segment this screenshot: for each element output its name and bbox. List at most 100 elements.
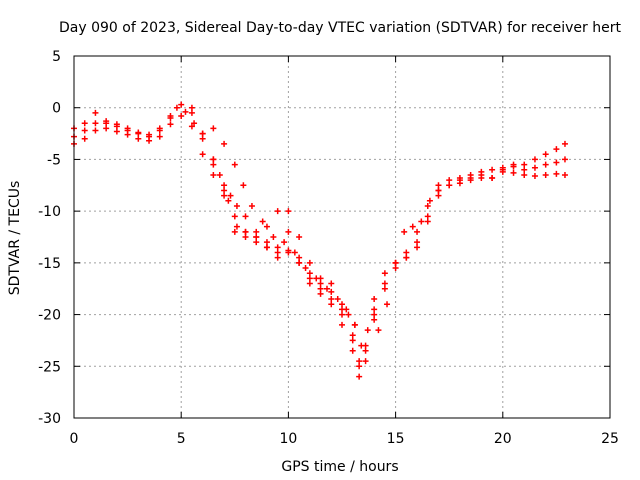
x-tick-label: 5 bbox=[177, 431, 186, 447]
data-point bbox=[339, 301, 345, 308]
data-point bbox=[113, 128, 120, 135]
data-point bbox=[384, 301, 391, 308]
data-point bbox=[92, 109, 99, 116]
y-tick-label: 5 bbox=[52, 49, 61, 65]
data-point bbox=[210, 156, 217, 163]
data-point bbox=[156, 127, 163, 134]
data-point bbox=[199, 151, 206, 158]
data-point bbox=[446, 177, 453, 184]
y-tick-label: -10 bbox=[38, 204, 61, 220]
data-point bbox=[281, 239, 288, 246]
data-point bbox=[371, 306, 378, 313]
data-point bbox=[135, 130, 142, 137]
data-point bbox=[227, 192, 234, 199]
data-point bbox=[392, 265, 399, 272]
data-point bbox=[339, 321, 345, 328]
chart-title: Day 090 of 2023, Sidereal Day-to-day VTE… bbox=[59, 20, 621, 36]
data-point bbox=[328, 280, 335, 287]
x-axis-label: GPS time / hours bbox=[281, 459, 398, 475]
data-point bbox=[345, 311, 352, 318]
data-point bbox=[263, 223, 270, 230]
data-point bbox=[285, 208, 292, 215]
data-point bbox=[358, 342, 365, 349]
data-point bbox=[242, 213, 249, 220]
series-track-e bbox=[210, 125, 358, 328]
data-point bbox=[531, 156, 538, 163]
data-point bbox=[233, 202, 240, 209]
data-point bbox=[188, 123, 195, 130]
data-point bbox=[306, 280, 313, 287]
data-point bbox=[285, 228, 292, 235]
data-point bbox=[285, 249, 292, 256]
x-tick-label: 10 bbox=[279, 431, 297, 447]
y-tick-label: -20 bbox=[38, 308, 61, 324]
data-point bbox=[306, 270, 313, 277]
data-point bbox=[392, 259, 399, 266]
data-point bbox=[167, 121, 174, 128]
data-point bbox=[446, 182, 453, 189]
data-point bbox=[225, 197, 232, 204]
data-point bbox=[167, 115, 174, 122]
data-point bbox=[306, 275, 313, 282]
data-point bbox=[259, 218, 266, 225]
data-point bbox=[248, 202, 255, 209]
data-point bbox=[317, 290, 324, 297]
x-tick-label: 25 bbox=[601, 431, 619, 447]
y-axis-label: SDTVAR / TECUs bbox=[7, 181, 23, 296]
data-point bbox=[263, 239, 270, 246]
data-point bbox=[253, 234, 260, 240]
data-point bbox=[351, 321, 358, 328]
data-point bbox=[221, 140, 228, 147]
data-point bbox=[328, 301, 335, 308]
data-point bbox=[92, 127, 99, 134]
data-point bbox=[274, 254, 281, 261]
data-point bbox=[435, 192, 442, 199]
data-point bbox=[317, 285, 324, 292]
data-point bbox=[199, 130, 206, 137]
y-tick-label: -25 bbox=[38, 359, 61, 375]
plot-frame bbox=[73, 55, 611, 419]
data-point bbox=[221, 192, 228, 199]
data-point bbox=[553, 159, 560, 166]
data-point bbox=[274, 244, 281, 251]
data-point bbox=[103, 125, 110, 132]
data-point bbox=[489, 166, 496, 173]
data-point bbox=[409, 223, 416, 230]
data-point bbox=[328, 296, 335, 303]
data-point bbox=[156, 133, 163, 140]
data-point bbox=[521, 161, 528, 168]
y-tick-label: -15 bbox=[38, 256, 61, 272]
data-point bbox=[313, 275, 320, 282]
data-point bbox=[364, 327, 371, 334]
data-point bbox=[334, 296, 341, 303]
data-point bbox=[467, 175, 474, 182]
data-point bbox=[356, 358, 363, 365]
data-point bbox=[349, 347, 356, 354]
data-point bbox=[371, 296, 378, 303]
data-point bbox=[178, 112, 185, 119]
data-point bbox=[221, 182, 228, 189]
data-point bbox=[231, 213, 238, 220]
data-point bbox=[216, 171, 223, 178]
data-point bbox=[302, 265, 309, 272]
data-point bbox=[542, 161, 549, 168]
data-point bbox=[414, 228, 421, 235]
data-point bbox=[81, 127, 88, 134]
data-point bbox=[274, 208, 281, 215]
series-track-b bbox=[71, 112, 568, 380]
data-point bbox=[306, 259, 313, 266]
data-point bbox=[403, 249, 410, 256]
axis-ticks: 0 5 10 15 20 25 5 0 -5 -10 -15 -20 -25 -30 bbox=[38, 49, 619, 447]
data-point bbox=[146, 133, 153, 140]
data-point bbox=[173, 104, 180, 111]
data-point bbox=[253, 228, 260, 235]
data-point bbox=[510, 161, 517, 168]
data-point bbox=[371, 311, 378, 318]
data-point bbox=[401, 228, 408, 235]
y-tick-label: -5 bbox=[47, 152, 61, 168]
data-point bbox=[561, 140, 568, 147]
data-point bbox=[561, 156, 568, 163]
data-point bbox=[371, 316, 378, 323]
data-point bbox=[182, 108, 189, 115]
data-point bbox=[414, 239, 421, 246]
